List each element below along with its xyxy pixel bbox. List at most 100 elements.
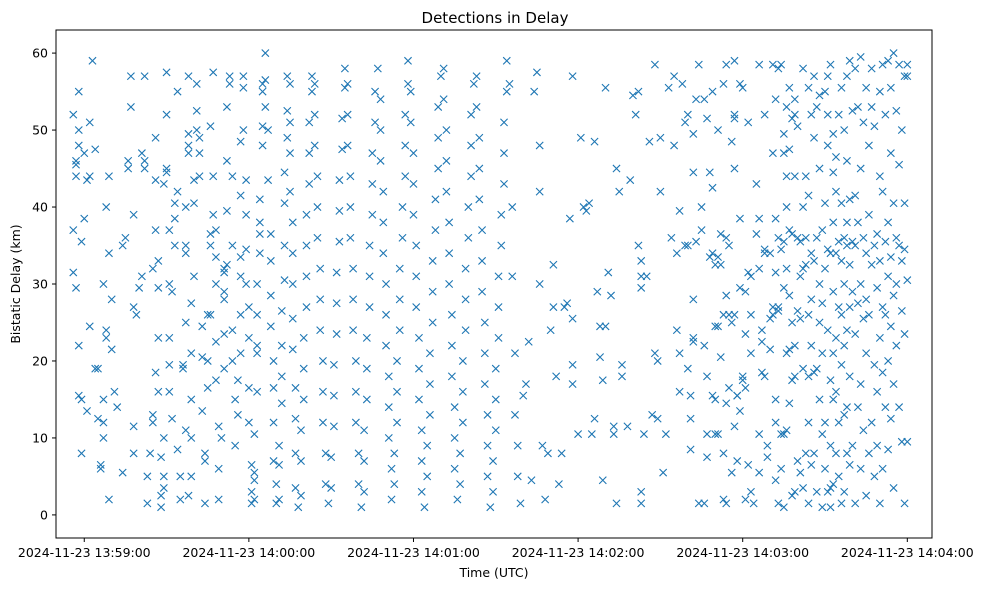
data-point [777,430,786,439]
data-point [181,249,190,258]
data-point [428,256,437,265]
data-point [722,291,731,300]
data-point [184,141,193,150]
data-point [675,349,684,358]
data-point [801,449,810,458]
data-point [763,453,772,462]
data-point [99,433,108,442]
data-point [173,445,182,454]
data-point [247,460,256,469]
data-point [425,410,434,419]
data-point [788,114,797,123]
data-point [187,349,196,358]
data-point [892,106,901,115]
data-point [137,149,146,158]
data-point [159,433,168,442]
data-point [741,383,750,392]
data-point [867,260,876,269]
data-point [840,126,849,135]
data-point [313,203,322,212]
data-point [242,210,251,219]
data-point [390,480,399,489]
data-point [895,403,904,412]
data-point [157,453,166,462]
data-point [711,395,720,404]
data-point [277,372,286,381]
data-point [162,164,171,173]
data-point [302,241,311,250]
data-point [587,430,596,439]
data-point [576,133,585,142]
data-point [626,176,635,185]
data-point [867,102,876,111]
data-point [714,430,722,439]
data-point [889,483,898,492]
data-point [483,441,492,450]
data-point [327,453,336,462]
data-point [708,391,717,400]
data-point [862,249,871,258]
data-point [187,433,196,442]
data-point [741,330,750,339]
data-point [538,441,547,450]
data-point [840,341,849,350]
data-point [170,241,179,250]
data-point [727,137,736,146]
data-point [242,245,251,254]
data-point [154,333,163,342]
data-point [373,64,382,73]
data-point [442,156,451,165]
data-point [648,410,657,419]
data-point [110,387,119,396]
data-point [214,495,223,504]
data-point [409,179,418,188]
data-point [848,106,857,115]
data-point [634,241,643,250]
data-point [329,422,338,431]
data-point [129,303,138,312]
data-point [85,118,94,127]
data-point [266,322,275,331]
data-point [686,414,695,423]
data-point [851,499,860,508]
data-point [478,287,487,296]
data-point [266,291,275,300]
data-point [253,341,262,350]
data-point [609,430,618,439]
data-point [316,326,325,335]
data-point [771,214,780,223]
data-point [365,272,374,281]
data-point [239,83,248,92]
data-point [735,283,744,292]
data-point [884,218,893,227]
data-point [371,118,380,127]
y-tick-label: 10 [32,430,48,445]
data-point [615,187,624,196]
data-point [667,233,676,242]
data-point [283,106,292,115]
data-point [181,426,190,435]
data-point [519,391,528,400]
data-point [837,310,846,319]
data-point [206,310,215,319]
data-point [165,360,174,369]
data-point [486,503,495,512]
data-point [343,79,352,88]
data-point [804,499,813,508]
data-point [818,430,827,439]
data-markers [69,49,912,512]
data-point [242,176,251,185]
data-point [875,499,884,508]
data-point [801,172,810,181]
data-point [351,418,360,427]
data-point [703,453,712,462]
data-point [886,253,895,262]
data-point [376,95,385,104]
data-point [842,403,851,412]
data-point [472,72,481,81]
data-point [829,395,838,404]
data-point [823,245,832,254]
data-point [244,333,253,342]
data-point [856,464,865,473]
data-point [258,79,267,88]
